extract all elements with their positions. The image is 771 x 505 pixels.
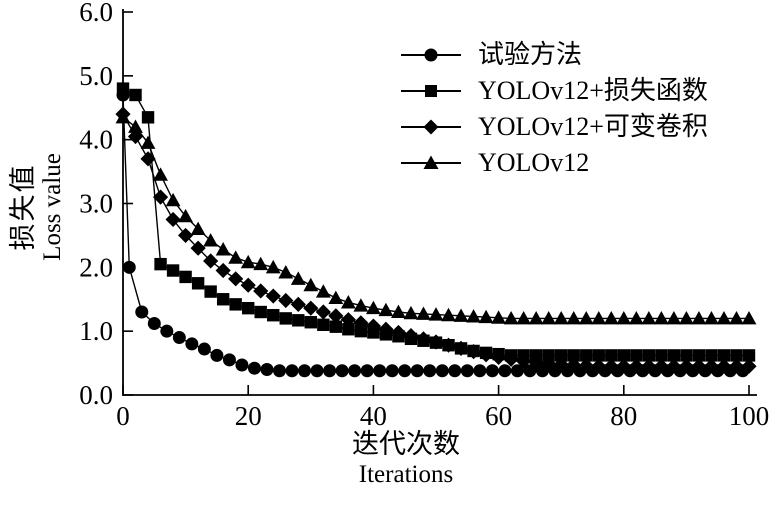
x-tick-label: 0: [116, 401, 130, 431]
x-axis-title: 迭代次数 Iterations: [256, 428, 556, 490]
x-axis-title-zh: 迭代次数: [352, 429, 460, 459]
series-diamond: [115, 106, 757, 374]
x-tick-label: 100: [729, 401, 770, 431]
legend-diamond-marker-icon: [401, 119, 461, 134]
legend-item-yolov12: YOLOv12: [400, 146, 708, 179]
legend-square-marker-icon: [401, 84, 461, 97]
legend: 试验方法 YOLOv12+损失函数 YOLOv12+可变卷积 YOLOv12: [400, 38, 708, 179]
x-tick-label: 20: [235, 401, 262, 431]
legend-circle-marker-icon: [401, 48, 461, 61]
y-tick-label: 4.0: [79, 125, 113, 155]
y-tick-label: 3.0: [79, 189, 113, 219]
legend-label: YOLOv12+损失函数: [478, 75, 708, 105]
x-axis-ticks: 0 20 40 60 80 100: [116, 385, 769, 431]
y-axis-title-zh: 损失值: [8, 163, 39, 251]
legend-item-test-method: 试验方法: [400, 38, 708, 71]
x-tick-label: 60: [485, 401, 512, 431]
y-tick-label: 2.0: [79, 252, 113, 282]
legend-label: 试验方法: [478, 39, 583, 69]
legend-item-yolov12-loss: YOLOv12+损失函数: [400, 74, 708, 107]
x-tick-label: 40: [360, 401, 387, 431]
x-axis-title-en: Iterations: [358, 461, 454, 489]
x-tick-label: 80: [610, 401, 637, 431]
y-tick-label: 1.0: [79, 316, 113, 346]
y-tick-label: 5.0: [79, 61, 113, 91]
legend-label: YOLOv12+可变卷积: [478, 111, 708, 141]
legend-label: YOLOv12: [478, 147, 590, 177]
y-axis-ticks: 0.0 1.0 2.0 3.0 4.0 5.0 6.0: [79, 0, 133, 410]
y-axis-title: 损失值 Loss value: [8, 87, 67, 327]
y-tick-label: 6.0: [79, 0, 113, 27]
legend-triangle-marker-icon: [401, 155, 461, 169]
series-triangle: [115, 109, 757, 325]
y-axis-title-en: Loss value: [39, 153, 67, 261]
legend-item-yolov12-deformconv: YOLOv12+可变卷积: [400, 110, 708, 143]
y-tick-label: 0.0: [79, 380, 113, 410]
